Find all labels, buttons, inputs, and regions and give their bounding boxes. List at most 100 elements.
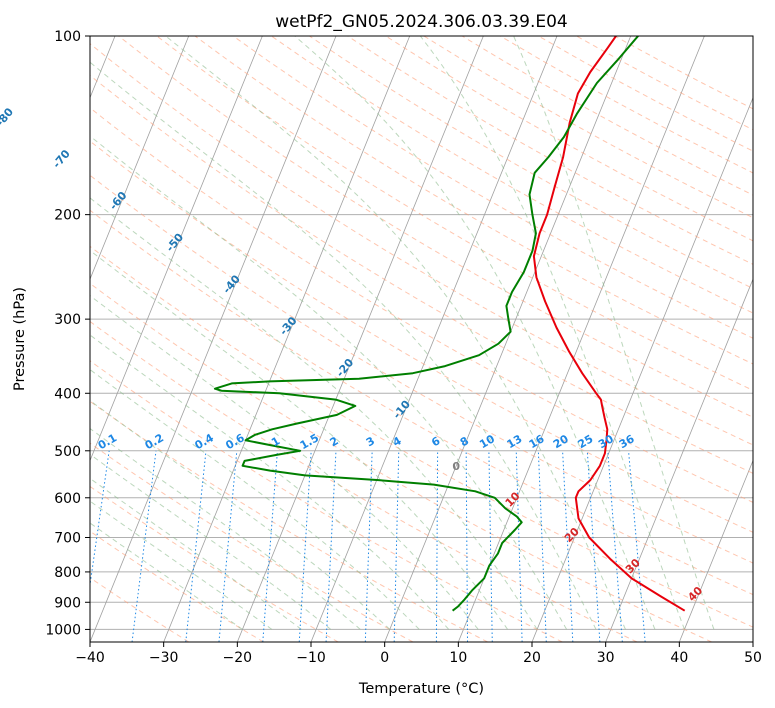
mixing-ratio-label: 13 xyxy=(505,432,525,451)
isotherm-line xyxy=(163,36,411,642)
mixing-ratio-label: 20 xyxy=(551,432,571,451)
dry-adiabat-line xyxy=(156,36,753,391)
dry-adiabat-line xyxy=(90,245,753,628)
dry-adiabat-line xyxy=(90,174,753,564)
x-axis-label: Temperature (°C) xyxy=(358,681,484,697)
y-tick-label: 700 xyxy=(54,531,81,547)
x-tick-label: −30 xyxy=(149,650,179,666)
dry-adiabat-line xyxy=(90,530,264,642)
moist-adiabat-line xyxy=(90,522,243,630)
dry-adiabat-line xyxy=(90,140,753,533)
mixing-ratio-line xyxy=(435,450,439,642)
dewpoint-profile-line xyxy=(213,36,639,612)
mixing-ratio-label: 36 xyxy=(617,432,637,451)
dry-adiabat-line xyxy=(90,442,414,642)
isotherm-line xyxy=(90,36,190,281)
mixing-ratio-label: 25 xyxy=(576,432,596,451)
isotherm-label: -60 xyxy=(107,189,130,213)
mixing-ratio-label: 8 xyxy=(458,434,471,449)
isotherm-line xyxy=(605,278,753,642)
mixing-ratio-line xyxy=(218,450,238,642)
isotherm-line xyxy=(752,640,753,642)
sounding-layer xyxy=(213,36,686,612)
x-tick-label: 10 xyxy=(449,650,467,666)
isotherm-label: -40 xyxy=(220,272,243,296)
dry-adiabat-line xyxy=(538,36,753,152)
dry-adiabat-line xyxy=(614,36,753,110)
isotherm-line xyxy=(531,96,753,642)
isotherm-line xyxy=(90,36,337,642)
y-tick-label: 100 xyxy=(54,29,81,45)
zero-isotherm-label: 0 xyxy=(452,460,460,473)
dry-adiabat-line xyxy=(90,209,753,596)
line-labels-layer: 0.10.20.40.611.52346810131620253036-100-… xyxy=(0,105,706,604)
moist-adiabat-line xyxy=(90,249,509,630)
y-axis-label: Pressure (hPa) xyxy=(12,287,28,391)
y-tick-label: 1000 xyxy=(45,622,81,638)
moist-adiabat-line xyxy=(90,295,479,630)
moist-adiabat-line xyxy=(513,36,715,630)
mixing-ratio-label: 16 xyxy=(527,432,547,451)
isotherm-line xyxy=(457,36,705,642)
y-tick-label: 400 xyxy=(54,386,81,402)
moist-adiabat-line xyxy=(419,36,685,630)
moist-adiabat-line xyxy=(90,427,361,630)
dry-adiabat-line xyxy=(576,36,753,131)
y-tick-label: 800 xyxy=(54,565,81,581)
mixing-ratio-line xyxy=(90,450,110,589)
dry-adiabat-line xyxy=(347,36,753,265)
mixing-ratio-label: 1.5 xyxy=(298,431,321,452)
x-tick-label: 30 xyxy=(597,650,615,666)
moist-adiabat-line xyxy=(90,500,273,630)
temperature-profile-line xyxy=(532,36,686,612)
dry-adiabat-line xyxy=(232,36,753,339)
y-tick-label: 300 xyxy=(54,312,81,328)
dry-adiabat-line xyxy=(271,36,753,314)
dry-adiabat-line xyxy=(90,282,712,642)
x-tick-label: −20 xyxy=(223,650,253,666)
isotherm-line xyxy=(310,36,558,642)
dry-adiabat-line xyxy=(90,107,753,503)
moist-adiabat-line xyxy=(90,477,302,630)
isotherm-line xyxy=(90,36,263,462)
mixing-ratio-label: 0.2 xyxy=(143,431,166,452)
isotherm-label: -70 xyxy=(50,147,73,171)
isotherm-label: -80 xyxy=(0,105,16,129)
x-tick-label: −40 xyxy=(75,650,105,666)
mixing-ratio-line xyxy=(607,450,623,642)
y-tick-label: 600 xyxy=(54,491,81,507)
moist-adiabat-line xyxy=(90,399,391,630)
mixing-ratio-line xyxy=(298,450,312,642)
x-tick-label: 0 xyxy=(380,650,389,666)
mixing-ratio-line xyxy=(262,450,278,642)
isotherm-line xyxy=(678,459,753,642)
mixing-ratio-label: 0.4 xyxy=(193,431,217,452)
y-tick-label: 200 xyxy=(54,208,81,224)
x-tick-label: −10 xyxy=(296,650,326,666)
dry-adiabat-line xyxy=(309,36,753,290)
moist-adiabat-line xyxy=(294,36,656,630)
mixing-ratio-line xyxy=(562,450,574,642)
isotherm-label: -10 xyxy=(390,398,413,422)
mixing-ratio-label: 4 xyxy=(390,434,403,449)
isotherm-label: -50 xyxy=(164,231,187,255)
mixing-ratio-label: 3 xyxy=(364,434,377,449)
moist-adiabat-line xyxy=(90,61,597,630)
mixing-ratio-line xyxy=(185,450,207,642)
moist-adiabat-line xyxy=(165,36,626,630)
mixing-ratio-line xyxy=(537,450,547,642)
dry-adiabat-line xyxy=(90,43,753,446)
isotherm-line xyxy=(384,36,632,642)
y-tick-label: 900 xyxy=(54,595,81,611)
moist-adiabat-line xyxy=(90,334,450,630)
x-tick-label: 20 xyxy=(523,650,541,666)
isotherm-line xyxy=(236,36,484,642)
moist-adiabat-line xyxy=(90,453,332,630)
y-tick-label: 500 xyxy=(54,444,81,460)
plot-frame xyxy=(89,35,754,643)
dry-adiabat-line xyxy=(90,360,563,642)
mixing-ratio-label: 0.1 xyxy=(96,431,119,452)
dry-adiabat-line xyxy=(90,485,339,642)
axis-ticks: −40 −30 −20 −10 0 10 20 30 40 5010020030040050060… xyxy=(45,29,762,666)
